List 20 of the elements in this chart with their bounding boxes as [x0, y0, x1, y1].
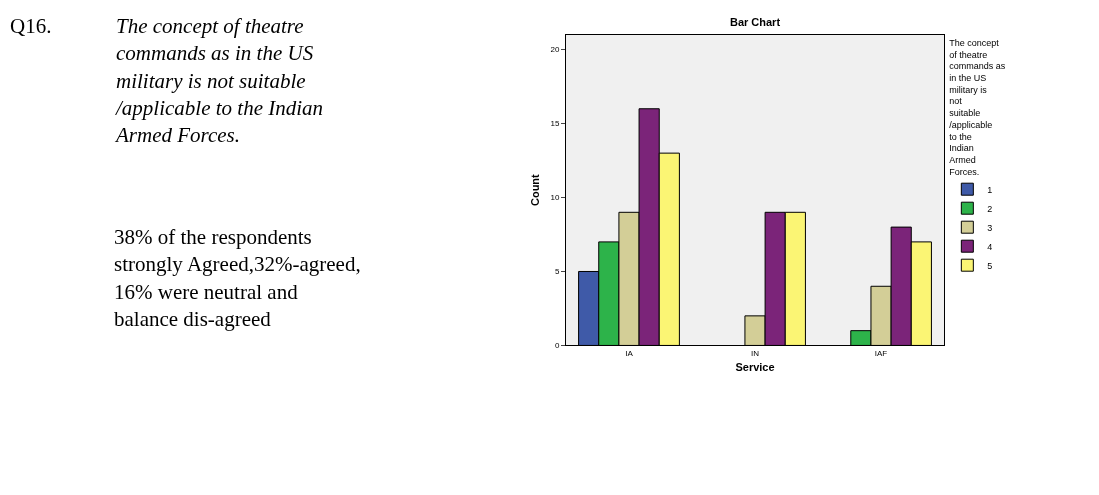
- legend-title: The concept of theatre commands as in the US military is not suitable /applicable to the Indian Armed Forces.: [114, 14, 324, 148]
- text: Q16.: [10, 14, 52, 38]
- y-tick-label: 10: [550, 193, 560, 203]
- text: The concept of theatre commands as in the US military is not suitable /applicable to the Indian Armed Forces.: [949, 38, 1006, 177]
- legend-label: 5: [987, 260, 993, 271]
- y-tick-label: 0: [554, 341, 560, 351]
- y-tick-label: 15: [550, 119, 560, 129]
- x-tick-label: IN: [751, 349, 760, 359]
- chart-title: Bar Chart: [729, 15, 781, 28]
- legend-label: 2: [987, 203, 993, 214]
- legend-label: 4: [987, 241, 993, 252]
- legend-label: 1: [987, 184, 993, 195]
- y-tick-label: 20: [550, 45, 560, 55]
- x-axis-title: Service: [735, 361, 775, 374]
- y-tick-label: 5: [554, 267, 560, 277]
- x-tick-label: IA: [625, 349, 634, 359]
- x-tick-label: IAF: [874, 349, 888, 359]
- y-axis-title: Count: [529, 173, 542, 206]
- text: 38% of the respondents strongly Agreed,32%-agreed, 16% were neutral and balance dis-agreed: [114, 225, 361, 331]
- legend-label: 3: [987, 222, 993, 233]
